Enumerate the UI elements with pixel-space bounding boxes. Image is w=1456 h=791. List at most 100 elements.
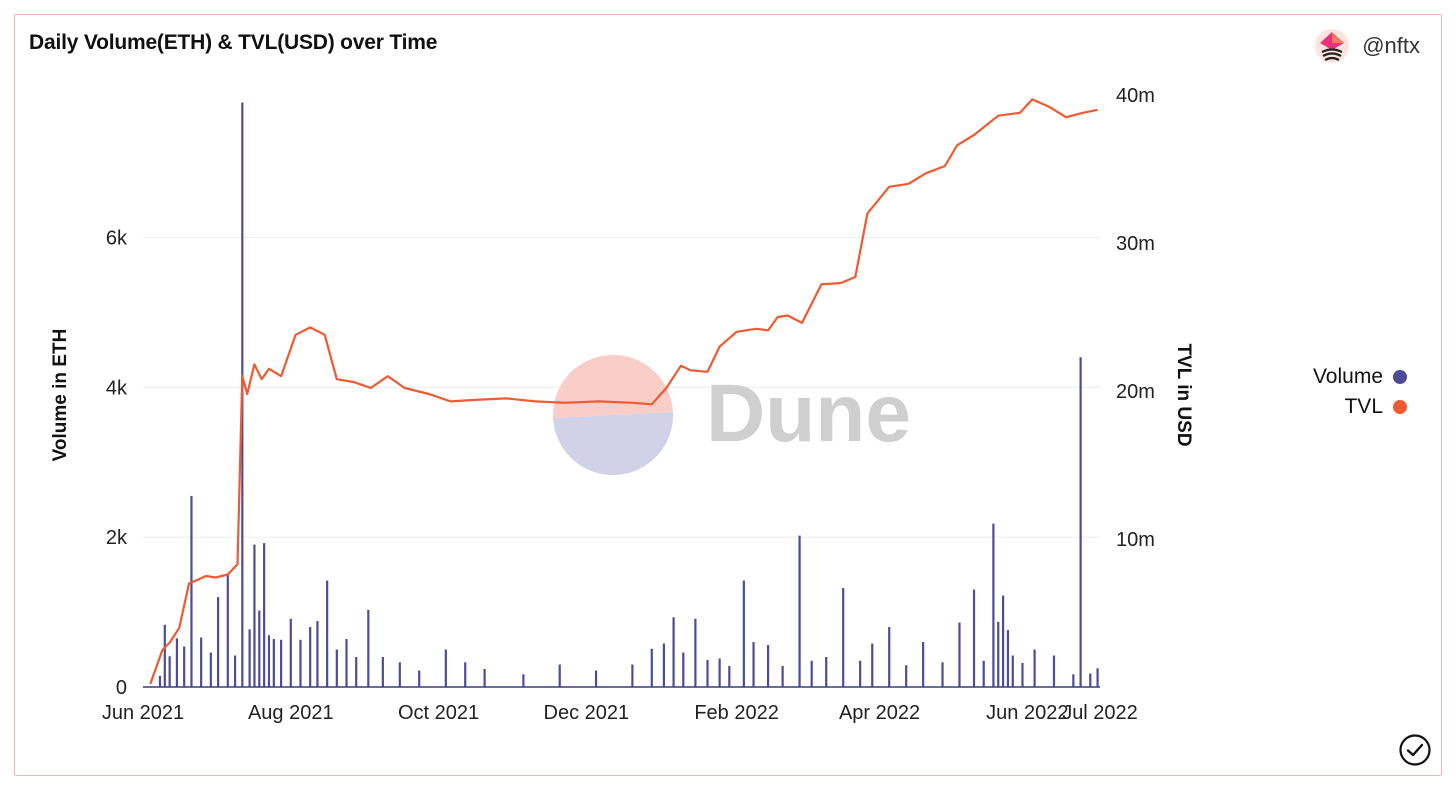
volume-bar-45 xyxy=(728,666,731,687)
volume-bar-6 xyxy=(200,637,203,687)
volume-bar-3 xyxy=(175,638,179,687)
volume-bar-25 xyxy=(345,639,348,687)
volume-bar-58 xyxy=(922,642,925,687)
volume-bar-7 xyxy=(209,652,212,687)
volume-bar-24 xyxy=(335,649,338,687)
brand[interactable]: @nftx xyxy=(1314,28,1420,64)
tvl-line xyxy=(149,98,1098,685)
volume-bar-2 xyxy=(168,656,171,687)
y-tick-right-3: 40m xyxy=(1116,85,1155,107)
volume-bar-32 xyxy=(464,662,467,687)
volume-bar-44 xyxy=(718,658,721,687)
check-circle-icon[interactable] xyxy=(1398,733,1432,767)
volume-bar-54 xyxy=(859,660,862,687)
watermark-circle-bottom xyxy=(553,412,674,476)
volume-bar-47 xyxy=(752,642,755,687)
volume-bar-65 xyxy=(1001,595,1005,687)
volume-bar-20 xyxy=(299,639,302,687)
volume-bar-68 xyxy=(1021,663,1024,687)
y-tick-right-1: 20m xyxy=(1116,381,1155,403)
volume-bar-46 xyxy=(742,580,745,687)
volume-bar-71 xyxy=(1072,674,1075,687)
volume-bar-49 xyxy=(781,666,784,687)
chart-frame xyxy=(14,14,1442,776)
y-axis-left-title: Volume in ETH xyxy=(50,328,71,462)
volume-bar-9 xyxy=(226,574,229,687)
volume-bar-69 xyxy=(1033,649,1036,687)
volume-bar-14 xyxy=(258,610,261,687)
y-tick-right-2: 30m xyxy=(1116,233,1155,255)
x-tick-6: Jun 2022 xyxy=(986,702,1068,724)
volume-bar-55 xyxy=(871,643,874,687)
x-tick-5: Apr 2022 xyxy=(839,702,920,724)
volume-bar-61 xyxy=(972,589,976,687)
volume-bar-18 xyxy=(279,639,283,687)
volume-bar-40 xyxy=(672,617,675,687)
volume-bar-51 xyxy=(810,660,813,687)
volume-bar-53 xyxy=(842,588,845,687)
volume-bar-37 xyxy=(631,664,634,687)
volume-bar-12 xyxy=(248,629,251,687)
nftx-logo-icon xyxy=(1315,29,1350,63)
watermark-text: Dune xyxy=(706,368,911,459)
volume-bar-63 xyxy=(992,523,995,687)
volume-bar-28 xyxy=(381,657,384,687)
volume-bar-29 xyxy=(398,662,401,687)
volume-bar-73 xyxy=(1089,673,1092,687)
y-tick-left-2: 4k xyxy=(106,377,128,399)
volume-bar-74 xyxy=(1096,668,1099,687)
volume-bar-42 xyxy=(694,618,697,687)
volume-bar-16 xyxy=(267,635,271,687)
x-tick-3: Dec 2021 xyxy=(544,702,630,724)
legend-label-tvl: TVL xyxy=(1344,395,1383,418)
x-tick-0: Jun 2021 xyxy=(102,702,184,724)
volume-bar-22 xyxy=(316,621,319,687)
chart-title: Daily Volume(ETH) & TVL(USD) over Time xyxy=(29,31,438,54)
volume-bar-8 xyxy=(217,597,220,687)
x-tick-2: Oct 2021 xyxy=(398,702,479,724)
y-tick-left-1: 2k xyxy=(106,527,128,549)
volume-bar-52 xyxy=(825,657,828,687)
volume-bar-56 xyxy=(888,627,891,687)
volume-bar-10 xyxy=(233,655,237,687)
volume-bar-26 xyxy=(355,657,358,687)
volume-bar-64 xyxy=(997,621,1000,687)
volume-bar-38 xyxy=(650,648,653,687)
y-tick-left-0: 0 xyxy=(116,677,127,699)
volume-bar-50 xyxy=(798,535,801,687)
x-tick-1: Aug 2021 xyxy=(248,702,334,724)
y-tick-right-0: 10m xyxy=(1116,529,1155,551)
volume-bar-34 xyxy=(522,674,525,687)
volume-bar-30 xyxy=(418,670,421,687)
legend-label-volume: Volume xyxy=(1312,365,1383,388)
legend: Volume TVL xyxy=(1280,362,1407,422)
volume-bar-15 xyxy=(263,543,266,687)
volume-bar-5 xyxy=(190,495,193,687)
legend-item-tvl[interactable]: TVL xyxy=(1280,392,1407,422)
volume-bar-36 xyxy=(594,670,598,687)
volume-bar-59 xyxy=(941,662,944,687)
volume-bar-72 xyxy=(1079,357,1082,687)
x-tick-4: Feb 2022 xyxy=(694,702,779,724)
legend-swatch-tvl xyxy=(1393,400,1407,414)
y-tick-left-3: 6k xyxy=(106,227,128,249)
volume-bar-35 xyxy=(558,664,561,687)
volume-bar-17 xyxy=(272,639,275,687)
watermark-circle-top xyxy=(552,354,673,418)
volume-bar-62 xyxy=(982,660,985,687)
volume-bar-67 xyxy=(1011,655,1014,687)
legend-item-volume[interactable]: Volume xyxy=(1280,362,1407,392)
volume-bar-31 xyxy=(444,649,447,687)
volume-bar-0 xyxy=(158,675,162,687)
volume-bar-41 xyxy=(682,652,685,687)
volume-bar-43 xyxy=(706,660,709,687)
y-axis-right-title: TVL in USD xyxy=(1173,343,1194,447)
volume-bar-33 xyxy=(483,669,486,687)
volume-bar-60 xyxy=(958,622,961,687)
volume-bar-66 xyxy=(1006,630,1010,687)
volume-bar-1 xyxy=(163,624,166,687)
volume-bar-4 xyxy=(183,646,186,687)
volume-bar-21 xyxy=(309,627,312,687)
volume-bar-48 xyxy=(766,645,770,687)
